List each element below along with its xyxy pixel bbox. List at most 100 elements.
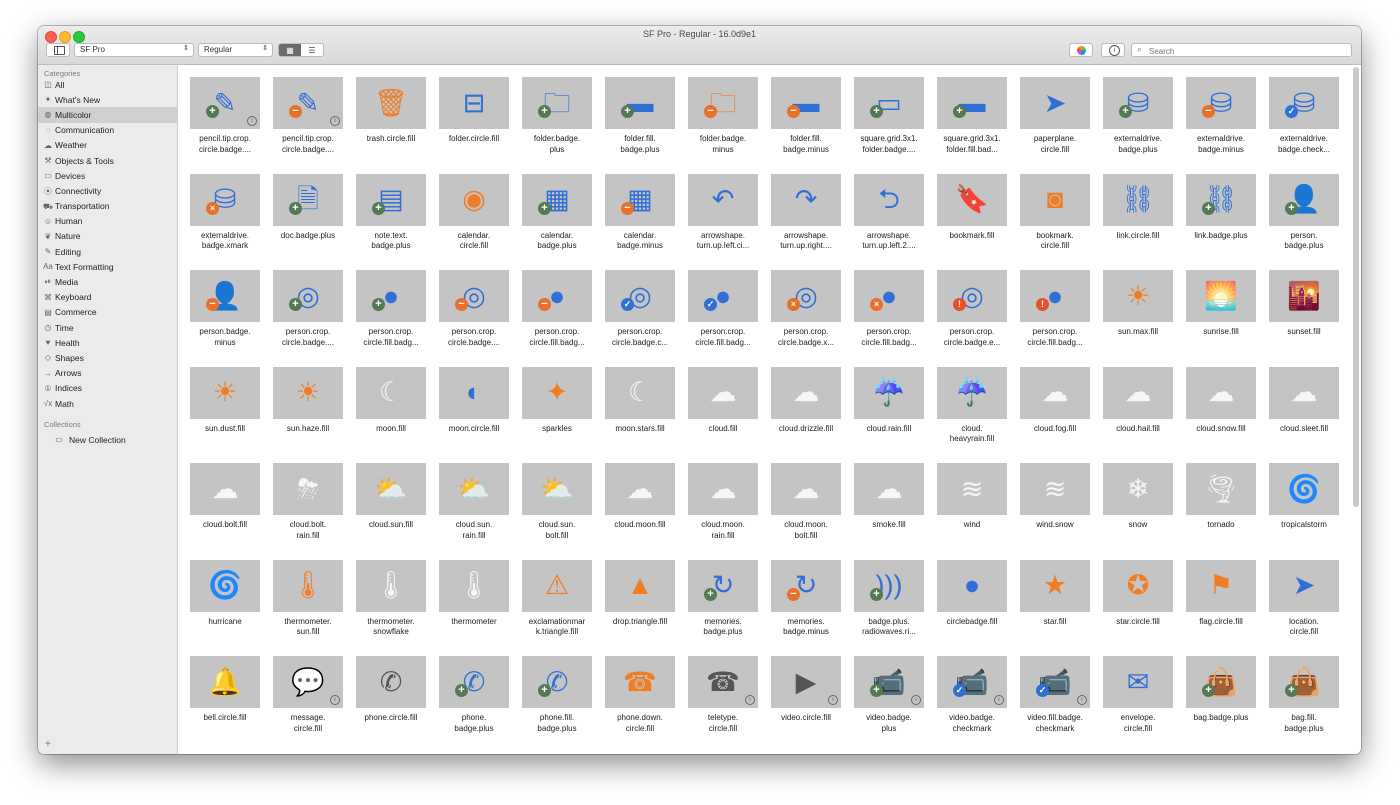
symbol-cell[interactable]: ☁ cloud.drizzle.fill: [771, 366, 841, 464]
add-collection-button[interactable]: +: [45, 739, 51, 750]
minimize-window-button[interactable]: [59, 31, 71, 43]
symbol-tile[interactable]: ⛅: [522, 463, 592, 515]
symbol-cell[interactable]: ⛓ + link.badge.plus: [1186, 173, 1256, 271]
symbol-tile[interactable]: ▭ +: [854, 77, 924, 129]
symbol-cell[interactable]: ☁ cloud.moon. bolt.fill: [771, 463, 841, 560]
symbol-cell[interactable]: ≋ wind.snow: [1020, 463, 1090, 560]
symbol-cell[interactable]: ▬ + folder.fill. badge.plus: [605, 77, 675, 174]
symbol-tile[interactable]: ◎ +: [273, 270, 343, 322]
symbol-tile[interactable]: ☀: [190, 366, 260, 419]
symbol-tile[interactable]: ⮌: [854, 173, 924, 226]
symbol-tile[interactable]: ✎ − i: [273, 77, 343, 129]
symbol-tile[interactable]: 👜 +: [1186, 656, 1256, 708]
symbol-cell[interactable]: ☁ smoke.fill: [854, 463, 924, 560]
symbol-tile[interactable]: 👤 −: [190, 270, 260, 322]
symbol-cell[interactable]: ● + person.crop. circle.fill.badg...: [356, 270, 426, 367]
sidebar-item-communication[interactable]: ◌ Communication: [38, 123, 177, 138]
symbol-cell[interactable]: ⛁ × externaldrive. badge.xmark: [190, 173, 260, 271]
symbol-tile[interactable]: ✪: [1103, 559, 1173, 612]
symbol-cell[interactable]: ⚠ exclamationmar k.triangle.fill: [522, 559, 592, 657]
symbol-cell[interactable]: ▤ + note.text. badge.plus: [356, 173, 426, 271]
info-icon[interactable]: i: [330, 116, 340, 126]
symbol-cell[interactable]: 💬 i message. circle.fill: [273, 656, 343, 753]
symbol-tile[interactable]: ▤ +: [356, 173, 426, 226]
sidebar-item-shapes[interactable]: ◇ Shapes: [38, 350, 177, 365]
sidebar-item-indices[interactable]: ① Indices: [38, 381, 177, 396]
symbol-tile[interactable]: ⛅: [439, 463, 509, 515]
symbol-tile[interactable]: 🌪: [1186, 463, 1256, 515]
sidebar-item-devices[interactable]: ▭ Devices: [38, 168, 177, 183]
info-icon[interactable]: i: [828, 695, 838, 705]
symbol-cell[interactable]: 👤 − person.badge. minus: [190, 270, 260, 367]
symbol-tile[interactable]: ☁: [605, 463, 675, 515]
symbol-cell[interactable]: ↶ arrowshape. turn.up.left.ci...: [688, 173, 758, 271]
sidebar-item-weather[interactable]: ☁ Weather: [38, 138, 177, 153]
symbol-tile[interactable]: ≋: [1020, 463, 1090, 515]
symbol-tile[interactable]: ● ✓: [688, 270, 758, 322]
symbol-cell[interactable]: 📹 + i video.badge. plus: [854, 656, 924, 753]
symbol-tile[interactable]: ⛁ −: [1186, 77, 1256, 129]
sidebar-item-human[interactable]: ☺ Human: [38, 214, 177, 229]
symbol-tile[interactable]: ☀: [273, 366, 343, 419]
symbol-tile[interactable]: ↷: [771, 173, 841, 226]
symbol-cell[interactable]: ⛅ cloud.sun.fill: [356, 463, 426, 560]
symbol-tile[interactable]: 🌡: [356, 559, 426, 612]
symbol-tile[interactable]: 💬 i: [273, 656, 343, 708]
symbol-tile[interactable]: ◐: [439, 366, 509, 419]
symbol-tile[interactable]: 🗑: [356, 77, 426, 129]
symbol-cell[interactable]: ≋ wind: [937, 463, 1007, 560]
symbol-tile[interactable]: 📹 ✓ i: [1020, 656, 1090, 708]
symbol-cell[interactable]: 🔖 bookmark.fill: [937, 173, 1007, 271]
sidebar-item-text-formatting[interactable]: Aa Text Formatting: [38, 259, 177, 274]
symbol-tile[interactable]: ▬ +: [605, 77, 675, 129]
symbol-tile[interactable]: ⛓: [1103, 173, 1173, 226]
sidebar-item-keyboard[interactable]: ⌘ Keyboard: [38, 290, 177, 305]
symbol-cell[interactable]: 👜 + bag.fill. badge.plus: [1269, 656, 1339, 753]
info-icon[interactable]: i: [1077, 695, 1087, 705]
symbol-tile[interactable]: ⛅: [356, 463, 426, 515]
symbol-cell[interactable]: 🗀 + folder.badge. plus: [522, 77, 592, 174]
sidebar-item-arrows[interactable]: → Arrows: [38, 366, 177, 381]
symbol-cell[interactable]: 🗎 + doc.badge.plus: [273, 173, 343, 271]
search-input[interactable]: [1147, 45, 1346, 57]
vertical-scrollbar[interactable]: [1353, 67, 1359, 507]
symbol-cell[interactable]: ⛅ cloud.sun. rain.fill: [439, 463, 509, 560]
symbol-tile[interactable]: ◎ ×: [771, 270, 841, 322]
info-icon[interactable]: i: [994, 695, 1004, 705]
symbol-cell[interactable]: ✎ − i pencil.tip.crop. circle.badge....: [273, 77, 343, 174]
symbol-cell[interactable]: ⮌ arrowshape. turn.up.left.2....: [854, 173, 924, 271]
symbol-tile[interactable]: 🌡: [273, 559, 343, 612]
sidebar-item-time[interactable]: ◷ Time: [38, 320, 177, 335]
symbol-tile[interactable]: ☁: [688, 463, 758, 515]
symbol-cell[interactable]: ☁ cloud.snow.fill: [1186, 366, 1256, 464]
symbol-cell[interactable]: 🌪 tornado: [1186, 463, 1256, 560]
symbol-cell[interactable]: 🌀 hurricane: [190, 559, 260, 657]
symbol-tile[interactable]: 🔔: [190, 656, 260, 708]
symbol-cell[interactable]: ⊟ folder.circle.fill: [439, 77, 509, 174]
symbol-cell[interactable]: ▭ + square.grid.3x1. folder.badge....: [854, 77, 924, 174]
font-family-select[interactable]: SF Pro ⇕: [74, 43, 194, 57]
symbol-cell[interactable]: ◎ + person.crop. circle.badge....: [273, 270, 343, 367]
info-icon[interactable]: i: [745, 695, 755, 705]
symbol-tile[interactable]: 🌅: [1186, 270, 1256, 322]
symbol-tile[interactable]: ◎ −: [439, 270, 509, 322]
symbol-cell[interactable]: ● ✓ person.crop. circle.fill.badg...: [688, 270, 758, 367]
symbol-tile[interactable]: ⛁ +: [1103, 77, 1173, 129]
symbol-tile[interactable]: ▦ −: [605, 173, 675, 226]
symbol-cell[interactable]: ▬ − folder.fill. badge.minus: [771, 77, 841, 174]
sidebar-item-math[interactable]: √x Math: [38, 396, 177, 411]
rendering-mode-button[interactable]: [1069, 43, 1093, 57]
symbol-cell[interactable]: ◎ × person.crop. circle.badge.x...: [771, 270, 841, 367]
symbol-cell[interactable]: ✆ phone.circle.fill: [356, 656, 426, 753]
symbol-tile[interactable]: ☁: [1186, 366, 1256, 419]
symbol-cell[interactable]: 🗑 trash.circle.fill: [356, 77, 426, 174]
symbol-cell[interactable]: ◐ moon.circle.fill: [439, 366, 509, 464]
toggle-sidebar-button[interactable]: [46, 43, 70, 57]
symbol-cell[interactable]: ● × person.crop. circle.fill.badg...: [854, 270, 924, 367]
symbol-cell[interactable]: ☀ sun.max.fill: [1103, 270, 1173, 367]
symbol-tile[interactable]: ◙: [1020, 173, 1090, 226]
symbol-cell[interactable]: ))) + badge.plus. radiowaves.ri...: [854, 559, 924, 657]
sidebar-item-commerce[interactable]: ▤ Commerce: [38, 305, 177, 320]
symbol-cell[interactable]: ☁ cloud.fill: [688, 366, 758, 464]
symbol-tile[interactable]: ✆: [356, 656, 426, 708]
